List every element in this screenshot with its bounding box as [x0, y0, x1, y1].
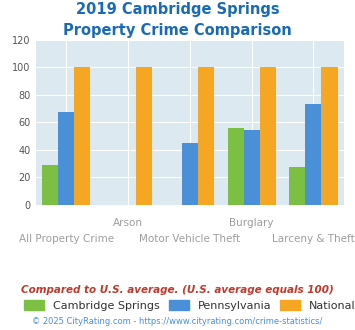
Bar: [75, 67, 91, 205]
Text: Motor Vehicle Theft: Motor Vehicle Theft: [140, 234, 240, 244]
Text: Burglary: Burglary: [229, 218, 274, 228]
Text: 2019 Cambridge Springs: 2019 Cambridge Springs: [76, 2, 279, 16]
Bar: [244, 130, 260, 205]
Text: All Property Crime: All Property Crime: [19, 234, 114, 244]
Bar: [182, 143, 198, 205]
Legend: Cambridge Springs, Pennsylvania, National: Cambridge Springs, Pennsylvania, Nationa…: [20, 296, 355, 315]
Bar: [228, 128, 244, 205]
Bar: [260, 67, 276, 205]
Bar: [322, 67, 338, 205]
Text: Arson: Arson: [113, 218, 143, 228]
Bar: [136, 67, 152, 205]
Bar: [198, 67, 214, 205]
Bar: [289, 168, 305, 205]
Text: Compared to U.S. average. (U.S. average equals 100): Compared to U.S. average. (U.S. average …: [21, 285, 334, 295]
Text: © 2025 CityRating.com - https://www.cityrating.com/crime-statistics/: © 2025 CityRating.com - https://www.city…: [32, 317, 323, 326]
Bar: [42, 165, 58, 205]
Bar: [58, 113, 75, 205]
Text: Property Crime Comparison: Property Crime Comparison: [63, 23, 292, 38]
Text: Larceny & Theft: Larceny & Theft: [272, 234, 355, 244]
Bar: [305, 104, 322, 205]
